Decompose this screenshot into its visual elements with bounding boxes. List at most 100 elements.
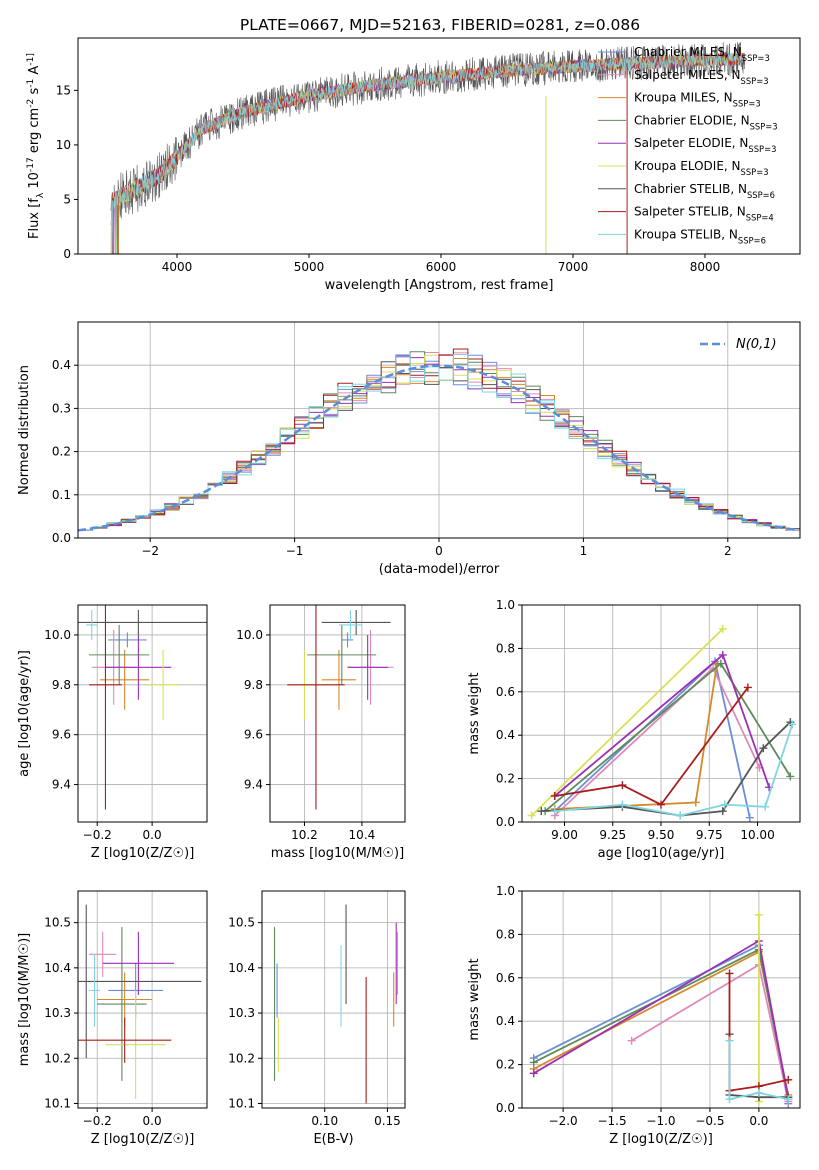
weight-marker (718, 650, 727, 659)
weight-marker (718, 624, 727, 633)
y-tick-label: 10.5 (44, 916, 71, 930)
point-7 (88, 605, 122, 810)
weight-marker (527, 811, 536, 820)
y-tick-label: 0.0 (496, 1101, 515, 1115)
spectrum-line-8 (110, 52, 745, 254)
y-axis-label: mass [log10(M/M☉)] (17, 933, 32, 1066)
x-axis-label: Z [log10(Z/Z☉)] (91, 1132, 195, 1147)
y-tick-label: 0.8 (496, 641, 515, 655)
y-tick-label: 0.8 (496, 927, 515, 941)
x-axis-label: (data-model)/error (379, 562, 500, 577)
y-tick-label: 0.2 (496, 772, 515, 786)
y-tick-label: 10.4 (44, 961, 71, 975)
weight-marker (759, 744, 768, 753)
y-axis-label: Flux [fλ 10-17 erg cm-2 s-1 A-1] (26, 53, 46, 239)
y-tick-label: 0.1 (52, 488, 71, 502)
mass-vs-z-marks (78, 904, 202, 1099)
weight-marker (618, 800, 627, 809)
point-5 (146, 649, 180, 720)
weight-series-8 (725, 1036, 793, 1104)
x-tick-label: −0.2 (83, 828, 112, 842)
legend-label: Kroupa ELODIE, NSSP=3 (634, 159, 769, 177)
y-tick-label: 10.1 (44, 1096, 71, 1110)
x-tick-label: 10.4 (349, 828, 376, 842)
spectrum-frame (77, 37, 801, 255)
y-tick-label: 10.0 (236, 628, 263, 642)
point-0 (108, 632, 147, 648)
point-6 (78, 904, 202, 1059)
x-tick-label: 8000 (690, 260, 721, 274)
x-tick-label: −1 (286, 544, 304, 558)
weight-marker (754, 1088, 763, 1097)
x-axis-label: Z [log10(Z/Z☉)] (609, 1132, 713, 1147)
age-vs-z-panel: −0.2 0.0 9.4 9.6 9.8 10.0 Z [log10(Z/Z☉)] age [… (17, 604, 208, 861)
point-5 (105, 990, 166, 1099)
figure-title: PLATE=0667, MJD=52163, FIBERID=0281, z=0… (240, 16, 640, 34)
x-tick-label: 9.00 (551, 828, 578, 842)
x-axis-label: E(B-V) (313, 1132, 353, 1147)
y-tick-label: 0.3 (52, 401, 71, 415)
weight-marker (691, 798, 700, 807)
y-tick-label: 10.4 (228, 961, 255, 975)
point-8 (86, 609, 98, 640)
weight-series-0 (550, 657, 754, 822)
age-vs-mass-frame (269, 604, 406, 823)
y-tick-label: 0.2 (496, 1058, 515, 1072)
x-tick-label: −0.5 (695, 1114, 724, 1128)
mass-weight-vs-age-panel: 9.00 9.25 9.50 9.75 10.00 0.0 0.2 0.4 0.6 0.8 1.0 a… (467, 598, 801, 861)
y-tick-label: 10.0 (44, 628, 71, 642)
mass-vs-ebv-panel: 0.10 0.15 10.1 10.2 10.3 10.4 10.5 E(B-V) (228, 890, 406, 1147)
y-tick-label: 10.5 (228, 916, 255, 930)
weight-marker (718, 807, 727, 816)
legend-label: Kroupa STELIB, NSSP=6 (634, 227, 766, 245)
point-6 (78, 609, 207, 635)
mass-weight-vs-z-marks (529, 910, 793, 1108)
legend-label: Salpeter MILES, NSSP=3 (634, 68, 769, 86)
x-tick-label: 0.15 (374, 1114, 401, 1128)
x-tick-label: 0.0 (143, 828, 162, 842)
x-tick-label: 10.2 (291, 828, 318, 842)
weight-marker (716, 659, 725, 668)
legend-label: Kroupa MILES, NSSP=3 (634, 91, 761, 109)
weight-series-5 (527, 624, 727, 820)
mass-weight-vs-z-panel: −2.0 −1.5 −1.0 −0.5 0.0 0.0 0.2 0.4 0.6 0.8 1.0 Z [… (467, 884, 801, 1147)
y-tick-label: 9.4 (244, 778, 263, 792)
spectrum-legend: Chabrier MILES, NSSP=3 Salpeter MILES, NS… (598, 45, 778, 245)
y-axis-label: mass weight (467, 672, 482, 754)
x-tick-label: −1.5 (597, 1114, 626, 1128)
histogram-series-8 (78, 354, 800, 531)
x-tick-label: −2 (141, 544, 159, 558)
x-axis-label: Z [log10(Z/Z☉)] (91, 846, 195, 861)
x-tick-label: −2.0 (549, 1114, 578, 1128)
mass-vs-ebv-frame (261, 890, 406, 1109)
x-tick-label: 0 (435, 544, 443, 558)
y-tick-label: 0.0 (52, 531, 71, 545)
x-tick-label: 2 (724, 544, 732, 558)
point-0 (341, 632, 354, 648)
y-axis-label: Normed distribution (17, 365, 32, 495)
y-tick-label: 1.0 (496, 884, 515, 898)
point-2 (321, 649, 357, 710)
y-tick-label: 9.6 (244, 728, 263, 742)
y-tick-label: 10 (56, 138, 71, 152)
legend-label: Chabrier MILES, NSSP=3 (634, 45, 770, 63)
x-tick-label: 9.25 (599, 828, 626, 842)
x-tick-label: 5000 (294, 260, 325, 274)
gaussian-curve (78, 364, 798, 532)
weight-marker (550, 807, 559, 816)
point-3 (88, 624, 150, 685)
legend-label: Salpeter STELIB, NSSP=4 (634, 205, 774, 223)
weight-marker (743, 683, 752, 692)
x-tick-label: 0.10 (311, 1114, 338, 1128)
y-tick-label: 5 (63, 192, 71, 206)
age-vs-z-marks (78, 605, 207, 810)
weight-marker (550, 791, 559, 800)
x-tick-label: −1.0 (646, 1114, 675, 1128)
weight-marker (537, 807, 546, 816)
x-axis-label: mass [log10(M/M☉)] (271, 846, 404, 861)
y-tick-label: 10.1 (228, 1096, 255, 1110)
weight-marker (754, 910, 763, 919)
weight-marker (618, 781, 627, 790)
weight-marker (725, 1095, 734, 1104)
